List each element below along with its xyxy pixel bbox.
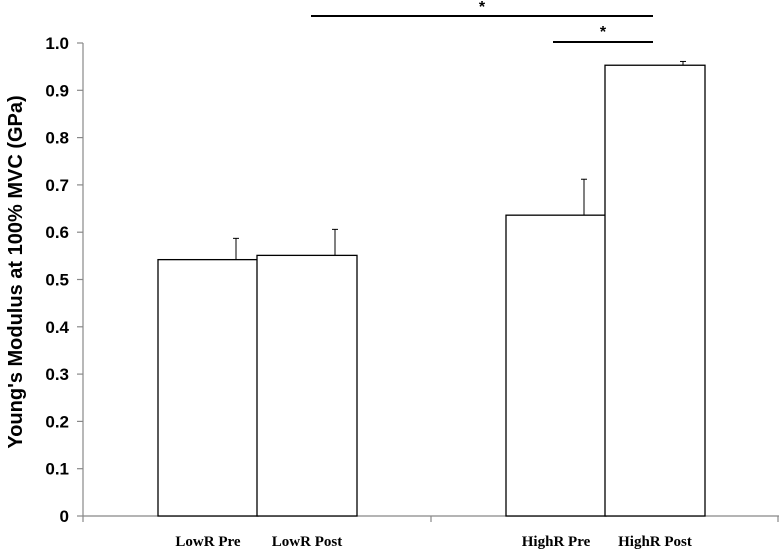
x-axis [82, 515, 779, 522]
y-tick-label: 0.5 [45, 271, 69, 290]
x-tick-label: LowR Post [272, 534, 342, 550]
y-tick-label: 0 [60, 507, 69, 526]
bars: LowR Pre LowR Post HighR Pre HighR Post [157, 60, 706, 550]
y-tick-label: 0.6 [45, 223, 69, 242]
significance-star: * [600, 24, 607, 41]
y-tick-label: 1.0 [45, 34, 69, 53]
bar-3 [604, 64, 706, 517]
bar-0 [157, 258, 259, 517]
x-tick-label: HighR Post [618, 534, 692, 550]
y-tick-label: 0.8 [45, 129, 69, 148]
y-tick-label: 0.9 [45, 81, 69, 100]
y-tick-label: 0.7 [45, 176, 69, 195]
significance-annotations: ** [311, 0, 653, 43]
y-tick-label: 0.2 [45, 412, 69, 431]
y-axis: 0 0.1 0.2 0.3 0.4 0.5 0.6 0.7 0.8 0.9 1.0 [45, 34, 84, 526]
x-tick-label: LowR Pre [175, 534, 240, 550]
bar-1 [256, 254, 358, 517]
y-tick-label: 0.3 [45, 365, 69, 384]
y-tick-label: 0.4 [45, 318, 69, 337]
x-tick-label: HighR Pre [522, 534, 591, 550]
significance-star: * [479, 0, 486, 16]
bar-2 [505, 214, 607, 517]
y-axis-label: Young's Modulus at 100% MVC (GPa) [5, 95, 27, 448]
y-tick-label: 0.1 [45, 460, 69, 479]
